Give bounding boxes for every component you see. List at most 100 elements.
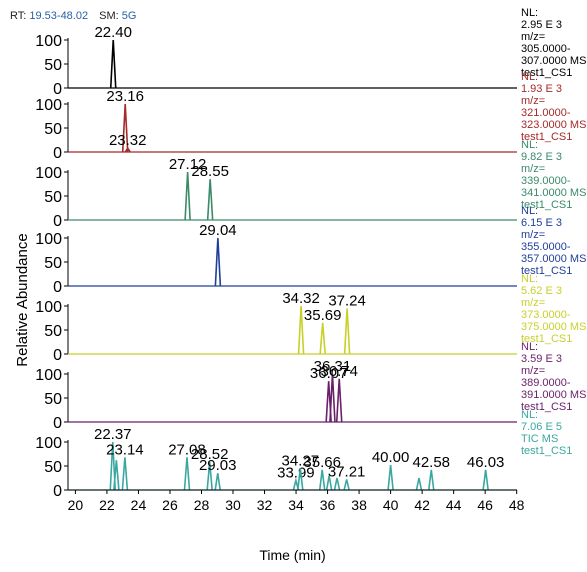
peak-label: 29.04 xyxy=(199,222,237,239)
panel-info-line: 357.0000 MS xyxy=(521,253,586,265)
y-tick-label: 0 xyxy=(53,279,62,296)
peak-label: 23.14 xyxy=(106,441,144,458)
peak-label: 36.31 xyxy=(314,358,352,375)
x-tick-label: 32 xyxy=(257,497,273,513)
peak-label: 42.58 xyxy=(412,454,450,471)
peak-trace xyxy=(343,308,351,355)
x-tick-label: 38 xyxy=(351,497,367,513)
peak-label: 34.27 xyxy=(282,452,320,469)
y-tick-label: 0 xyxy=(53,81,62,98)
panel-info-line: 339.0000- xyxy=(521,175,571,187)
y-tick-label: 0 xyxy=(53,347,62,364)
peak-label: 22.37 xyxy=(94,426,132,443)
peak-trace xyxy=(121,457,129,491)
peak-trace xyxy=(325,475,333,491)
y-tick-label: 100 xyxy=(35,231,62,248)
panel-info-line: 341.0000 MS xyxy=(521,187,586,199)
panel-info-line: 7.06 E 5 xyxy=(521,421,562,433)
y-tick-label: 100 xyxy=(35,367,62,384)
peak-label: 28.55 xyxy=(191,163,229,180)
peak-trace xyxy=(482,469,489,491)
peak-trace xyxy=(427,469,435,491)
panel-info-line: NL: xyxy=(521,205,538,217)
panel-info-line: 5.62 E 3 xyxy=(521,285,562,297)
y-tick-label: 100 xyxy=(35,97,62,114)
peak-label: 23.16 xyxy=(106,88,144,105)
panel-info-line: m/z= xyxy=(521,95,545,107)
x-tick-label: 42 xyxy=(414,497,430,513)
x-axis-title: Time (min) xyxy=(259,547,325,563)
panel-info-line: test1_CS1 xyxy=(521,67,572,79)
peak-trace xyxy=(297,468,304,491)
panel-info-line: test1_CS1 xyxy=(521,333,572,345)
peak-trace xyxy=(109,39,117,89)
peak-label: 33.99 xyxy=(277,464,315,481)
panel-info-line: m/z= xyxy=(521,31,545,43)
panel-info-line: NL: xyxy=(521,273,538,285)
peak-trace xyxy=(124,146,131,153)
peak-label: 29.03 xyxy=(199,457,237,474)
peak-trace xyxy=(121,103,129,153)
peak-label: 28.52 xyxy=(191,446,229,463)
panel-info-line: 375.0000 MS xyxy=(521,321,586,333)
y-tick-label: 100 xyxy=(35,435,62,452)
peak-trace xyxy=(343,479,350,491)
peak-label: 37.24 xyxy=(328,292,366,309)
y-tick-label: 100 xyxy=(35,299,62,316)
panel-info-line: 373.0000- xyxy=(521,309,571,321)
panel-info-line: 1.93 E 3 xyxy=(521,83,562,95)
peak-label: 35.66 xyxy=(303,454,341,471)
panel-info-line: 389.0000- xyxy=(521,377,571,389)
panel-info-line: test1_CS1 xyxy=(521,401,572,413)
rt-label: RT: xyxy=(10,10,27,22)
panel-info-line: 2.95 E 3 xyxy=(521,19,562,31)
panel-info-line: 355.0000- xyxy=(521,241,571,253)
panel-info-line: 3.59 E 3 xyxy=(521,353,562,365)
x-tick-label: 30 xyxy=(225,497,241,513)
peak-trace xyxy=(206,179,214,221)
peak-label: 37.21 xyxy=(328,463,366,480)
x-tick-label: 34 xyxy=(288,497,304,513)
panel-info-line: 9.82 E 3 xyxy=(521,151,562,163)
y-tick-label: 100 xyxy=(35,33,62,50)
peak-trace xyxy=(214,237,222,287)
peak-label: 36.74 xyxy=(320,363,358,380)
x-tick-label: 48 xyxy=(509,497,525,513)
peak-label: 27.08 xyxy=(168,441,206,458)
peak-trace xyxy=(113,460,120,491)
rt-range-header: RT: 19.53-48.02 SM: 5G xyxy=(10,10,136,22)
panel-info-line: 391.0000 MS xyxy=(521,389,586,401)
x-tick-label: 40 xyxy=(383,497,399,513)
peak-trace xyxy=(319,322,326,355)
x-tick-label: 44 xyxy=(446,497,462,513)
panel-info-line: 6.15 E 3 xyxy=(521,217,562,229)
peak-trace xyxy=(387,464,394,491)
panel-info-line: 323.0000 MS xyxy=(521,119,586,131)
peak-trace xyxy=(335,378,343,423)
x-tick-label: 28 xyxy=(194,497,210,513)
peak-label: 46.03 xyxy=(467,454,505,471)
panel-info-line: 307.0000 MS xyxy=(521,55,586,67)
y-tick-label: 0 xyxy=(53,415,62,432)
peak-trace xyxy=(184,171,191,221)
panel-info-line: NL: xyxy=(521,7,538,19)
y-axis-title: Relative Abundance xyxy=(14,233,31,366)
panel-info-line: NL: xyxy=(521,409,538,421)
x-tick-label: 20 xyxy=(68,497,84,513)
panel-info-line: 321.0000- xyxy=(521,107,571,119)
peak-label: 23.32 xyxy=(109,132,147,149)
peak-trace xyxy=(183,457,191,491)
panel-info-line: NL: xyxy=(521,341,538,353)
peak-trace xyxy=(333,477,341,491)
y-tick-label: 100 xyxy=(35,165,62,182)
panel-info-line: test1_CS1 xyxy=(521,265,572,277)
peak-trace xyxy=(415,477,423,491)
x-tick-label: 46 xyxy=(477,497,493,513)
peak-trace xyxy=(214,473,222,491)
panel-info-line: m/z= xyxy=(521,365,545,377)
x-tick-label: 22 xyxy=(99,497,115,513)
peak-trace xyxy=(206,462,213,491)
y-tick-label: 0 xyxy=(53,483,62,500)
